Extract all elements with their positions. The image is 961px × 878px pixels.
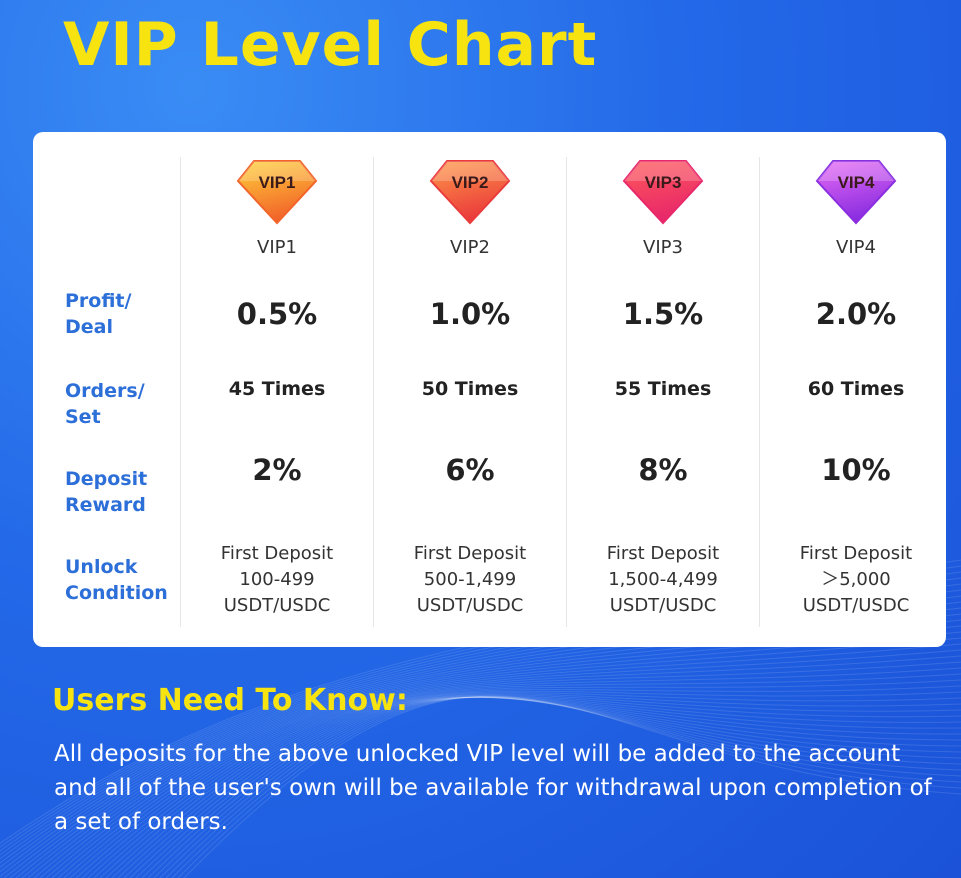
unlock-range: 500-1,499 — [423, 569, 517, 590]
vip-badge-text: VIP4 — [838, 173, 875, 192]
unlock-currency: USDT/USDC — [802, 595, 910, 616]
vip-name: VIP1 — [257, 237, 297, 258]
unlock-range: 1,500-4,499 — [608, 569, 718, 590]
row-label-orders: Orders/ Set — [65, 380, 145, 428]
unlock-currency: USDT/USDC — [609, 595, 717, 616]
profit-value: 1.0% — [429, 297, 511, 331]
deposit-reward-value: 8% — [638, 453, 688, 487]
unlock-line-1: First Deposit — [413, 543, 527, 564]
orders-value: 60 Times — [807, 378, 905, 400]
vip-name: VIP4 — [836, 237, 876, 258]
vip-column-1: VIP1 VIP1 0.5% 45 Times 2% First Deposit… — [180, 157, 372, 627]
unlock-range: 100-499 — [239, 569, 315, 590]
vip-badge-text: VIP2 — [452, 173, 489, 192]
unlock-currency: USDT/USDC — [223, 595, 331, 616]
profit-value: 2.0% — [815, 297, 897, 331]
row-label-unlock: Unlock Condition — [65, 556, 168, 604]
orders-value: 45 Times — [228, 378, 326, 400]
unlock-line-1: First Deposit — [799, 543, 913, 564]
vip-name: VIP2 — [450, 237, 490, 258]
vip-column-4: VIP4 VIP4 2.0% 60 Times 10% First Deposi… — [759, 157, 951, 627]
unlock-currency: USDT/USDC — [416, 595, 524, 616]
unlock-condition: First Deposit 1,500-4,499 USDT/USDC — [567, 541, 759, 619]
profit-value: 0.5% — [236, 297, 318, 331]
unlock-condition: First Deposit 500-1,499 USDT/USDC — [374, 541, 566, 619]
deposit-reward-value: 6% — [445, 453, 495, 487]
vip-column-2: VIP2 VIP2 1.0% 50 Times 6% First Deposit… — [373, 157, 565, 627]
unlock-range: ＞5,000 — [821, 569, 891, 590]
vip-column-3: VIP3 VIP3 1.5% 55 Times 8% First Deposit… — [566, 157, 758, 627]
vip-name: VIP3 — [643, 237, 683, 258]
orders-value: 55 Times — [614, 378, 712, 400]
row-label-deposit: Deposit Reward — [65, 468, 148, 516]
unlock-condition: First Deposit ＞5,000 USDT/USDC — [760, 541, 952, 619]
notice-text: All deposits for the above unlocked VIP … — [54, 741, 932, 835]
vip-table: Profit/ Deal Orders/ Set Deposit Reward … — [33, 132, 946, 647]
vip-badge-icon: VIP4 — [760, 157, 952, 227]
vip-badge-text: VIP3 — [645, 173, 682, 192]
vip-badge-text: VIP1 — [259, 173, 296, 192]
page-title: VIP Level Chart — [63, 10, 598, 80]
notice-heading: Users Need To Know: — [52, 683, 408, 718]
unlock-condition: First Deposit 100-499 USDT/USDC — [181, 541, 373, 619]
deposit-reward-value: 10% — [821, 453, 891, 487]
orders-value: 50 Times — [421, 378, 519, 400]
profit-value: 1.5% — [622, 297, 704, 331]
vip-badge-icon: VIP2 — [374, 157, 566, 227]
vip-badge-icon: VIP1 — [181, 157, 373, 227]
vip-badge-icon: VIP3 — [567, 157, 759, 227]
unlock-line-1: First Deposit — [220, 543, 334, 564]
row-label-profit: Profit/ Deal — [65, 290, 132, 338]
deposit-reward-value: 2% — [252, 453, 302, 487]
unlock-line-1: First Deposit — [606, 543, 720, 564]
